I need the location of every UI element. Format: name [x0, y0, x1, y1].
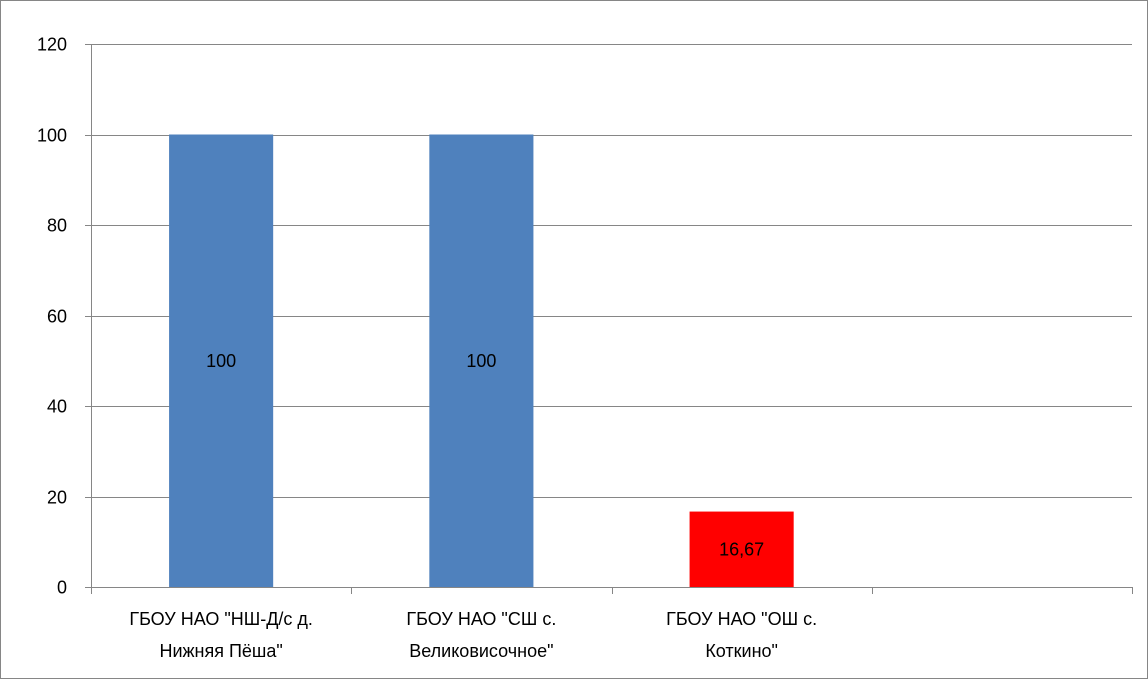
- bar: [689, 511, 794, 587]
- data-label: 100: [206, 351, 236, 371]
- bars: [169, 134, 794, 587]
- x-tick-label: ГБОУ НАО "СШ с.: [406, 609, 556, 629]
- labels: 0 20 40 60 80 100 120 100 ГБОУ НАО "НШ-Д/с д. Ниж…: [37, 35, 817, 662]
- x-tick-label: ГБОУ НАО "НШ-Д/с д.: [129, 609, 313, 629]
- x-tick-label: Коткино": [705, 641, 778, 661]
- axes: [85, 44, 1133, 594]
- y-tick-label: 0: [57, 578, 67, 598]
- y-tick-label: 20: [47, 488, 67, 508]
- data-label: 16,67: [719, 539, 764, 559]
- y-tick-label: 60: [47, 307, 67, 327]
- x-tick-label: ГБОУ НАО "ОШ с.: [666, 609, 817, 629]
- data-label: 100: [466, 351, 496, 371]
- x-tick-label: Великовисочное": [409, 641, 553, 661]
- bar: [429, 134, 534, 587]
- y-tick-label: 120: [37, 35, 67, 55]
- y-tick-label: 40: [47, 397, 67, 417]
- y-tick-label: 100: [37, 126, 67, 146]
- bar: [169, 134, 274, 587]
- x-tick-label: Нижняя Пёша": [159, 641, 282, 661]
- y-tick-label: 80: [47, 216, 67, 236]
